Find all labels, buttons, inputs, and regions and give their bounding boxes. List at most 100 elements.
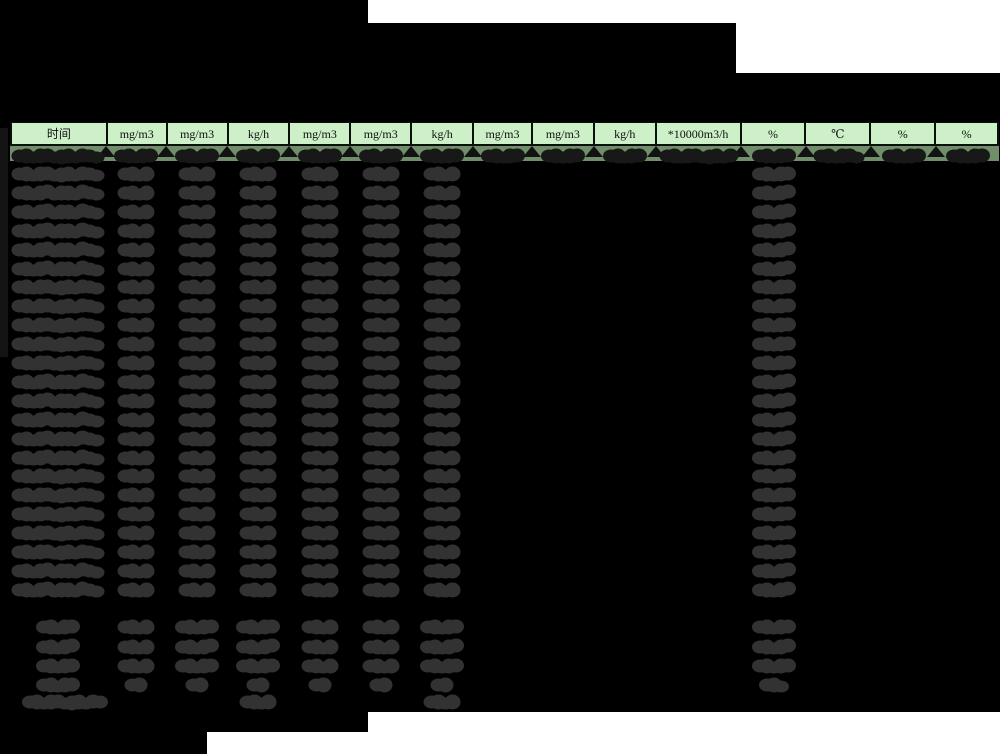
cell-border-shadow — [732, 146, 750, 157]
redacted-cell — [751, 562, 796, 579]
redaction-scallop — [322, 355, 338, 371]
redacted-cell — [362, 355, 399, 371]
header-cell-9: mg/m3 — [530, 123, 593, 144]
redaction-scallop — [444, 355, 461, 371]
redaction-scallop — [779, 203, 796, 218]
redacted-cell — [239, 544, 277, 560]
redaction-scallop — [383, 336, 399, 352]
redacted-cell — [423, 242, 461, 258]
redacted-cell — [239, 242, 277, 258]
redaction-scallop — [444, 431, 461, 447]
cell-border-shadow — [585, 146, 603, 157]
redaction-scallop — [264, 658, 280, 672]
redacted-cell — [362, 658, 399, 674]
redacted-cell — [423, 525, 461, 541]
header-cell-1: 时间 — [10, 123, 106, 144]
redacted-cell — [659, 148, 738, 164]
redaction-scallop — [322, 374, 338, 390]
redaction-scallop — [202, 148, 219, 162]
redacted-cell — [423, 468, 461, 484]
redaction-scallop — [138, 431, 155, 447]
redaction-scallop — [383, 487, 399, 503]
redacted-cell — [117, 525, 155, 541]
redacted-cell — [308, 677, 331, 693]
redaction-scallop — [383, 242, 399, 258]
redaction-scallop — [383, 279, 399, 295]
redacted-cell — [11, 279, 105, 296]
redaction-scallop — [779, 148, 796, 162]
redaction-scallop — [444, 166, 461, 182]
redacted-cell — [11, 166, 105, 182]
redacted-cell — [11, 184, 105, 201]
redaction-scallop — [779, 336, 796, 351]
redaction-scallop — [88, 207, 105, 220]
redaction-scallop — [383, 374, 399, 390]
redacted-cell — [178, 185, 215, 201]
redaction-scallop — [779, 411, 796, 426]
redaction-scallop — [779, 260, 796, 275]
redacted-cell — [603, 148, 647, 164]
redaction-scallop — [88, 585, 105, 598]
redacted-cell — [11, 336, 105, 353]
redacted-cell — [236, 148, 280, 164]
redacted-cell — [362, 412, 399, 428]
redacted-cell — [362, 639, 399, 654]
redaction-scallop — [199, 223, 215, 239]
redacted-cell — [11, 298, 105, 315]
redacted-cell — [174, 148, 219, 164]
redaction-scallop — [448, 638, 464, 653]
redacted-cell — [11, 148, 105, 164]
redacted-cell — [301, 336, 338, 352]
header-cell-6: mg/m3 — [349, 123, 411, 144]
redacted-cell — [301, 582, 338, 598]
redacted-cell — [301, 374, 338, 390]
redaction-scallop — [383, 412, 399, 428]
redacted-cell — [178, 393, 215, 409]
redaction-scallop — [138, 242, 155, 258]
redaction-scallop — [322, 450, 338, 465]
redacted-cell — [301, 279, 338, 295]
redacted-cell — [117, 468, 155, 484]
cell-border-shadow — [862, 146, 880, 157]
redaction-scallop — [199, 563, 215, 579]
redacted-cell — [423, 166, 461, 182]
redaction-scallop — [779, 449, 796, 464]
redacted-cell — [751, 260, 796, 276]
redaction-scallop — [264, 619, 280, 633]
redaction-scallop — [260, 374, 277, 390]
redacted-cell — [423, 317, 461, 333]
redaction-scallop — [569, 148, 585, 162]
redacted-cell — [362, 204, 399, 220]
header-cell-11: *10000m3/h — [654, 123, 740, 144]
redaction-scallop — [444, 298, 461, 314]
header-cell-5: mg/m3 — [288, 123, 350, 144]
redacted-cell — [362, 185, 399, 201]
redaction-scallop — [260, 506, 277, 522]
redacted-cell — [178, 582, 215, 598]
redaction-scallop — [322, 185, 338, 201]
redaction-scallop — [88, 282, 105, 295]
redacted-cell — [178, 298, 215, 314]
redaction-scallop — [138, 298, 155, 314]
redaction-scallop — [437, 677, 454, 693]
redacted-cell — [297, 148, 342, 164]
redaction-scallop — [199, 544, 215, 560]
redacted-cell — [362, 336, 399, 352]
redaction-scallop — [88, 264, 105, 276]
redaction-scallop — [260, 563, 277, 579]
redacted-cell — [751, 392, 796, 409]
redacted-cell — [362, 525, 399, 541]
redacted-cell — [423, 355, 461, 371]
redacted-cell — [751, 619, 796, 635]
redacted-cell — [362, 317, 399, 333]
redaction-scallop — [260, 204, 277, 220]
header-cell-13: ℃ — [804, 123, 870, 144]
redacted-cell — [178, 242, 215, 258]
cell-border-shadow — [402, 146, 420, 157]
redacted-cell — [301, 544, 338, 560]
redacted-cell — [178, 431, 215, 447]
redaction-scallop — [779, 298, 796, 313]
redacted-cell — [423, 298, 461, 314]
redacted-cell — [11, 581, 105, 598]
redacted-cell — [362, 298, 399, 314]
